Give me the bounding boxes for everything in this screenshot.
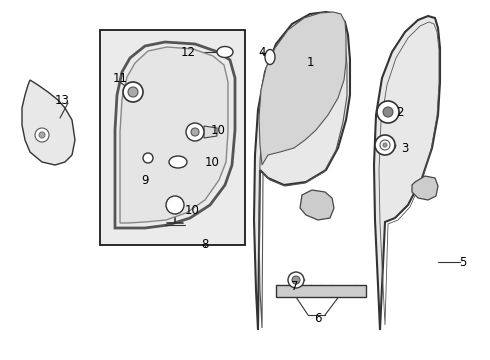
Text: 13: 13	[54, 94, 70, 107]
Text: 11: 11	[113, 72, 127, 85]
Polygon shape	[22, 80, 75, 165]
Circle shape	[375, 135, 395, 155]
Circle shape	[35, 128, 49, 142]
Text: 9: 9	[141, 174, 149, 186]
Circle shape	[143, 153, 153, 163]
Text: 8: 8	[201, 238, 209, 252]
Polygon shape	[254, 12, 350, 330]
Polygon shape	[259, 12, 346, 165]
Text: 3: 3	[401, 141, 409, 154]
Circle shape	[380, 140, 390, 150]
Polygon shape	[204, 126, 217, 138]
Text: 12: 12	[180, 45, 196, 58]
Polygon shape	[115, 42, 235, 228]
Circle shape	[39, 132, 45, 138]
Polygon shape	[300, 190, 334, 220]
Ellipse shape	[265, 49, 275, 64]
Ellipse shape	[217, 46, 233, 58]
Circle shape	[123, 82, 143, 102]
Polygon shape	[412, 176, 438, 200]
Text: 1: 1	[306, 55, 314, 68]
Text: 5: 5	[459, 256, 466, 269]
Circle shape	[166, 196, 184, 214]
Circle shape	[383, 143, 387, 147]
Circle shape	[191, 128, 199, 136]
Text: 2: 2	[396, 105, 404, 118]
Circle shape	[383, 107, 393, 117]
Polygon shape	[120, 47, 228, 223]
Polygon shape	[374, 16, 440, 330]
Circle shape	[186, 123, 204, 141]
Text: 10: 10	[185, 203, 199, 216]
Circle shape	[292, 276, 300, 284]
Circle shape	[377, 101, 399, 123]
Text: 10: 10	[204, 156, 220, 168]
Ellipse shape	[169, 156, 187, 168]
Text: 6: 6	[314, 311, 322, 324]
Text: 10: 10	[211, 123, 225, 136]
Text: 7: 7	[291, 279, 299, 292]
Text: 4: 4	[258, 45, 266, 58]
Circle shape	[128, 87, 138, 97]
Bar	[100, 30, 245, 245]
Circle shape	[288, 272, 304, 288]
Bar	[276, 285, 366, 297]
